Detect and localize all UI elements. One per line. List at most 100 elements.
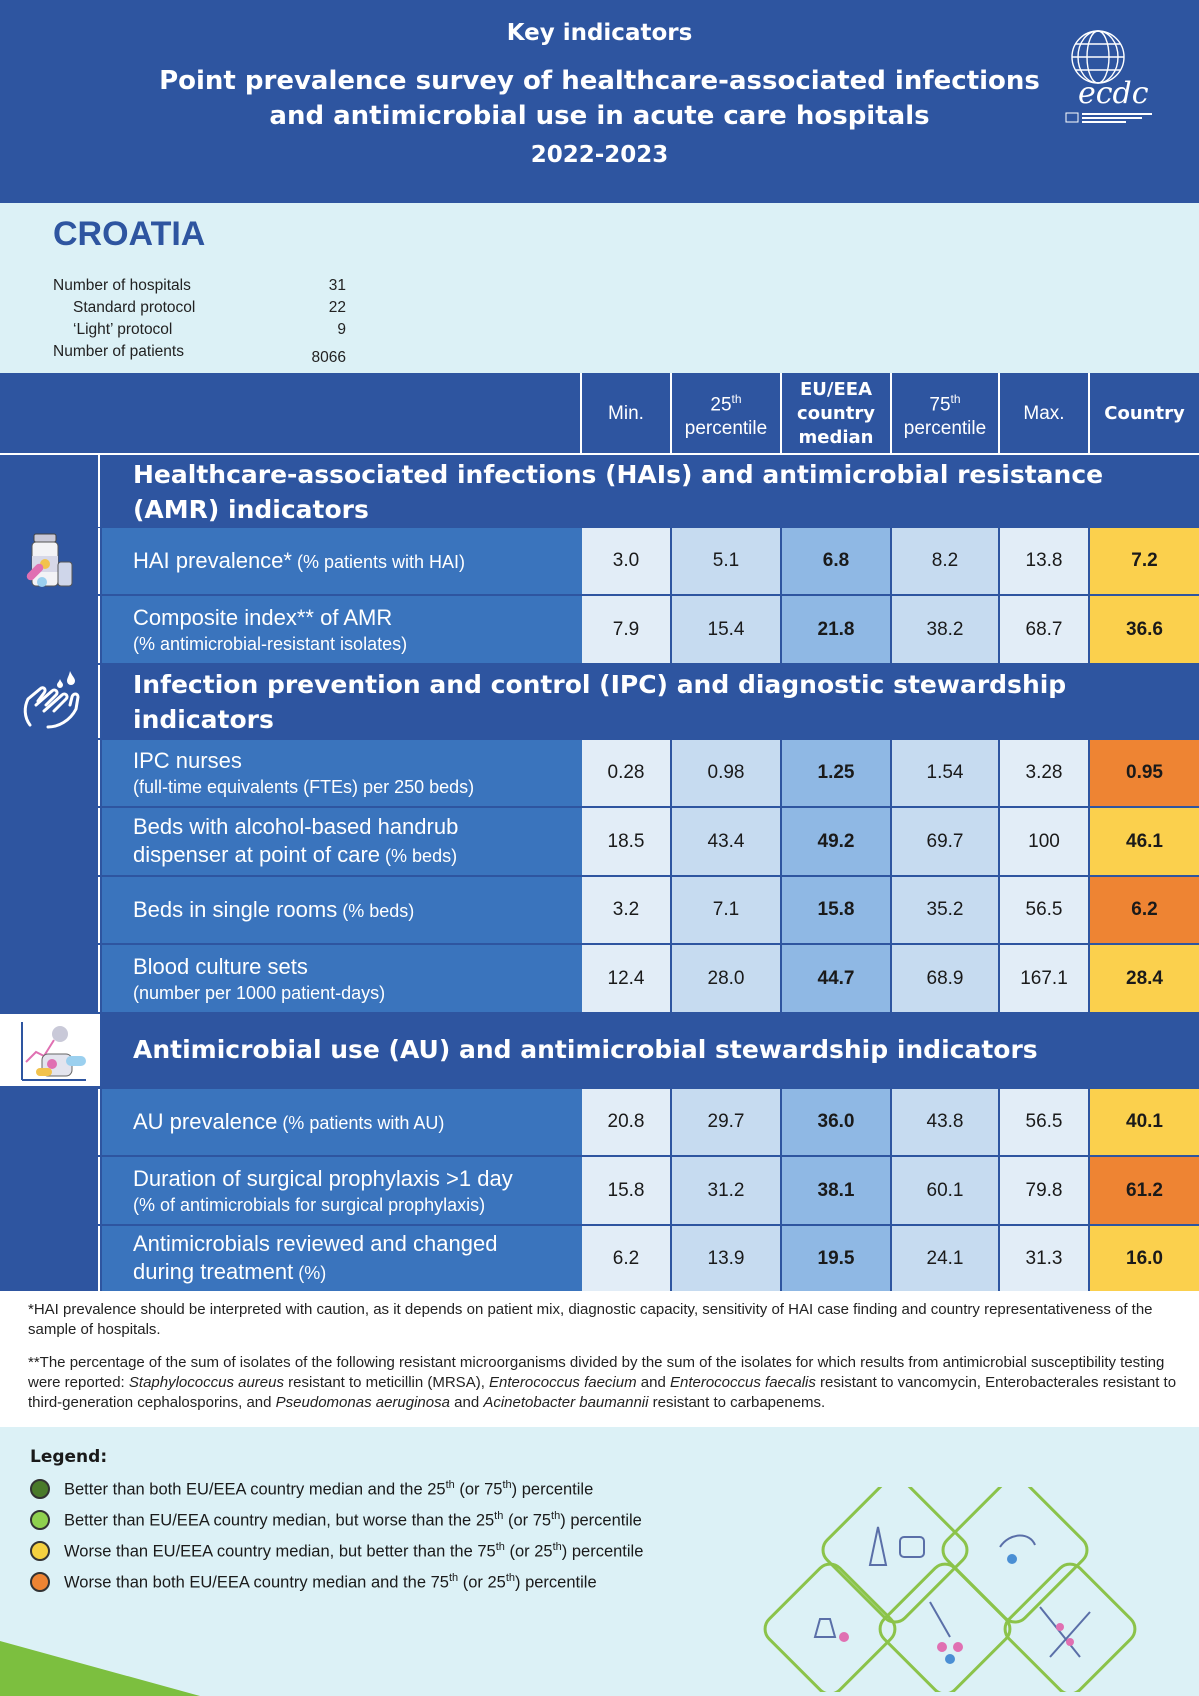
cell-min: 15.8 bbox=[582, 1157, 670, 1224]
cell-max: 56.5 bbox=[1000, 877, 1088, 943]
cell-country: 40.1 bbox=[1090, 1089, 1199, 1155]
cell-p25: 15.4 bbox=[672, 596, 780, 663]
cell-country: 46.1 bbox=[1090, 808, 1199, 875]
stat-value-light: 9 bbox=[337, 321, 346, 338]
col-header-min: Min. bbox=[608, 403, 644, 424]
stat-value-patients: 8066 bbox=[311, 349, 346, 366]
cell-country: 36.6 bbox=[1090, 596, 1199, 663]
cell-p75: 35.2 bbox=[892, 877, 998, 943]
green-corner-shape bbox=[0, 1641, 200, 1696]
cell-max: 56.5 bbox=[1000, 1089, 1088, 1155]
cell-p75: 60.1 bbox=[892, 1157, 998, 1224]
cell-p75: 69.7 bbox=[892, 808, 998, 875]
cell-country: 0.95 bbox=[1090, 740, 1199, 806]
cell-min: 3.2 bbox=[582, 877, 670, 943]
cell-max: 3.28 bbox=[1000, 740, 1088, 806]
table-row: IPC nurses (full-time equivalents (FTEs)… bbox=[0, 740, 1199, 806]
cell-p75: 24.1 bbox=[892, 1226, 998, 1291]
country-info: CROATIA Number of hospitals 31 Standard … bbox=[0, 203, 1199, 373]
header-subtitle: Key indicators bbox=[506, 20, 693, 46]
country-name: CROATIA bbox=[53, 215, 206, 253]
cell-p25: 28.0 bbox=[672, 945, 780, 1012]
col-header-country: Country bbox=[1104, 403, 1185, 424]
col-header-max: Max. bbox=[1023, 403, 1065, 424]
header-years: 2022-2023 bbox=[530, 142, 669, 168]
cell-p75: 43.8 bbox=[892, 1089, 998, 1155]
svg-text:ecdc: ecdc bbox=[1078, 76, 1149, 111]
table-row: Antimicrobials reviewed and changed duri… bbox=[0, 1226, 1199, 1291]
cell-median: 15.8 bbox=[782, 877, 890, 943]
table-row: Blood culture sets (number per 1000 pati… bbox=[0, 945, 1199, 1012]
page-header: Key indicators Point prevalence survey o… bbox=[0, 0, 1199, 203]
cell-min: 7.9 bbox=[582, 596, 670, 663]
ecdc-logo: ecdc bbox=[1065, 30, 1152, 123]
legend-item-dark-green: Better than both EU/EEA country median a… bbox=[30, 1479, 593, 1500]
section-title: Antimicrobial use (AU) and antimicrobial… bbox=[133, 1035, 1038, 1064]
table-row: Composite index** of AMR (% antimicrobia… bbox=[0, 596, 1199, 663]
stat-value-standard: 22 bbox=[328, 299, 346, 316]
legend-title: Legend: bbox=[30, 1447, 108, 1467]
medicine-icon bbox=[26, 533, 73, 587]
cell-country: 28.4 bbox=[1090, 945, 1199, 1012]
cell-p25: 31.2 bbox=[672, 1157, 780, 1224]
section-au: Antimicrobial use (AU) and antimicrobial… bbox=[0, 1014, 1199, 1086]
cell-country: 6.2 bbox=[1090, 877, 1199, 943]
legend-item-yellow: Worse than EU/EEA country median, but be… bbox=[30, 1541, 643, 1562]
col-header-p75: 75th percentile bbox=[903, 391, 987, 440]
cell-p25: 43.4 bbox=[672, 808, 780, 875]
table-row: Beds in single rooms (% beds) 3.2 7.1 15… bbox=[0, 877, 1199, 943]
cell-median: 21.8 bbox=[782, 596, 890, 663]
section-title: Healthcare-associated infections (HAIs) … bbox=[133, 460, 1104, 524]
cell-p25: 7.1 bbox=[672, 877, 780, 943]
footnote-amr: **The percentage of the sum of isolates … bbox=[28, 1354, 1177, 1411]
stat-label-patients: Number of patients bbox=[53, 343, 184, 360]
col-header-median: EU/EEA country median bbox=[797, 379, 875, 448]
hand-washing-icon bbox=[23, 671, 80, 729]
orange-dot-icon bbox=[30, 1572, 50, 1593]
cell-median: 49.2 bbox=[782, 808, 890, 875]
cell-max: 79.8 bbox=[1000, 1157, 1088, 1224]
table-row: Duration of surgical prophylaxis >1 day … bbox=[0, 1157, 1199, 1224]
header-title: Point prevalence survey of healthcare-as… bbox=[0, 64, 1199, 134]
footnote-hai: *HAI prevalence should be interpreted wi… bbox=[28, 1301, 1153, 1338]
cell-max: 31.3 bbox=[1000, 1226, 1088, 1291]
cell-min: 12.4 bbox=[582, 945, 670, 1012]
cell-max: 68.7 bbox=[1000, 596, 1088, 663]
stat-label-light: ‘Light’ protocol bbox=[73, 321, 173, 338]
legend: Legend: Better than both EU/EEA country … bbox=[0, 1427, 1199, 1696]
legend-item-light-green: Better than EU/EEA country median, but w… bbox=[30, 1510, 642, 1531]
cell-country: 16.0 bbox=[1090, 1226, 1199, 1291]
cell-country: 7.2 bbox=[1090, 528, 1199, 594]
table-row: HAI prevalence* (% patients with HAI) 3.… bbox=[0, 528, 1199, 594]
header-title-line2: and antimicrobial use in acute care hosp… bbox=[269, 101, 930, 131]
cell-median: 38.1 bbox=[782, 1157, 890, 1224]
cell-p25: 5.1 bbox=[672, 528, 780, 594]
cell-p75: 8.2 bbox=[892, 528, 998, 594]
cell-max: 100 bbox=[1000, 808, 1088, 875]
stat-label-standard: Standard protocol bbox=[73, 299, 196, 316]
section-hai-amr: Healthcare-associated infections (HAIs) … bbox=[0, 455, 1199, 527]
cell-country: 61.2 bbox=[1090, 1157, 1199, 1224]
cell-median: 44.7 bbox=[782, 945, 890, 1012]
cell-p25: 29.7 bbox=[672, 1089, 780, 1155]
cell-median: 36.0 bbox=[782, 1089, 890, 1155]
cell-p75: 38.2 bbox=[892, 596, 998, 663]
cell-max: 167.1 bbox=[1000, 945, 1088, 1012]
light-green-dot-icon bbox=[30, 1510, 50, 1531]
cell-min: 6.2 bbox=[582, 1226, 670, 1291]
yellow-dot-icon bbox=[30, 1541, 50, 1562]
cell-median: 6.8 bbox=[782, 528, 890, 594]
cell-p75: 68.9 bbox=[892, 945, 998, 1012]
header-title-line1: Point prevalence survey of healthcare-as… bbox=[159, 66, 1040, 96]
cell-p75: 1.54 bbox=[892, 740, 998, 806]
legend-item-orange: Worse than both EU/EEA country median an… bbox=[30, 1572, 597, 1593]
cell-min: 3.0 bbox=[582, 528, 670, 594]
cell-p25: 0.98 bbox=[672, 740, 780, 806]
cell-median: 1.25 bbox=[782, 740, 890, 806]
table-row: Beds with alcohol-based handrub dispense… bbox=[0, 808, 1199, 875]
section-ipc: Infection prevention and control (IPC) a… bbox=[0, 665, 1199, 738]
table-row: AU prevalence (% patients with AU) 20.8 … bbox=[0, 1089, 1199, 1155]
stat-label-hospitals: Number of hospitals bbox=[53, 277, 191, 294]
col-header-p25: 25th percentile bbox=[684, 391, 768, 440]
stat-value-hospitals: 31 bbox=[328, 277, 346, 294]
